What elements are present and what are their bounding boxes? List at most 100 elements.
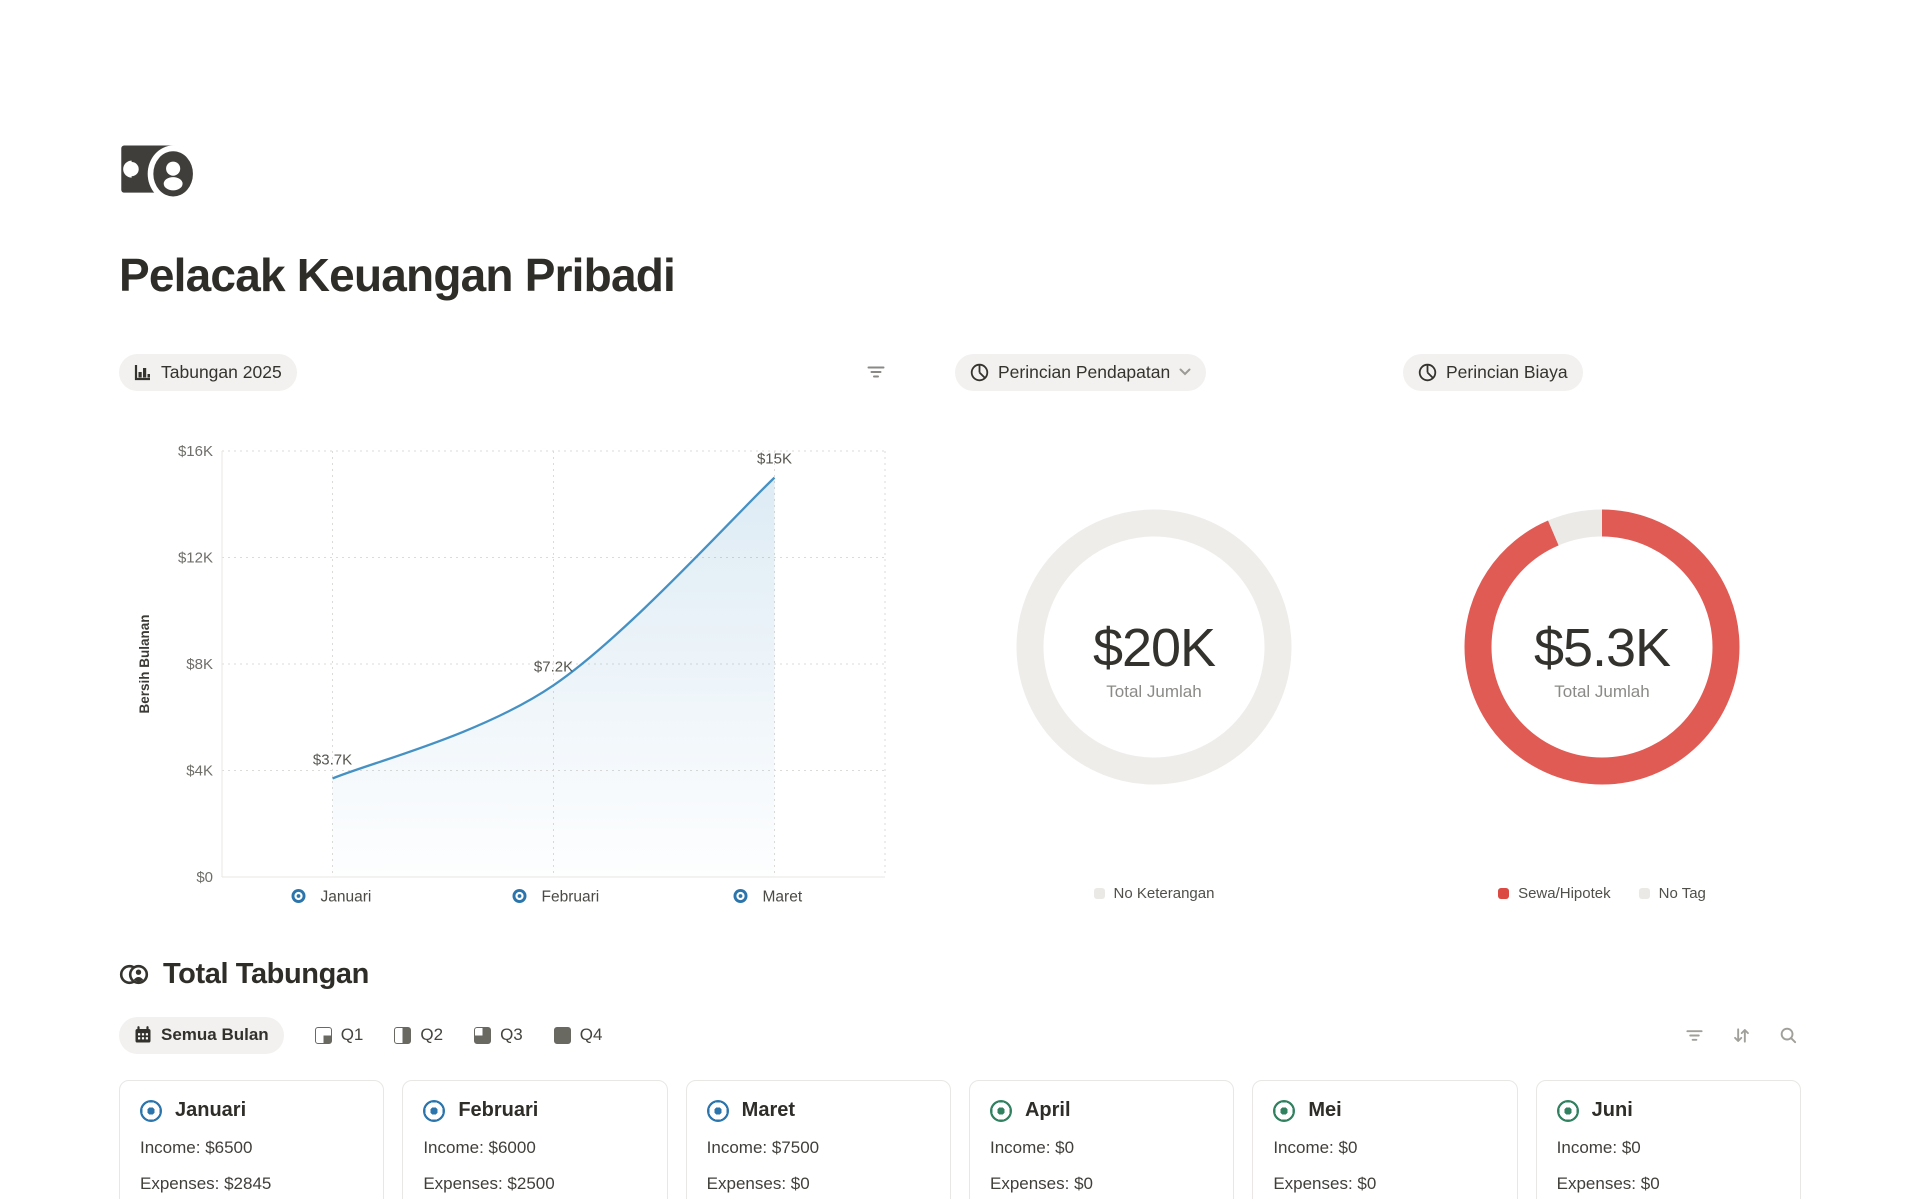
tabs-row: Semua Bulan Q1 Q2 Q3 Q4 (119, 1016, 1801, 1054)
pie-chart-icon (1418, 363, 1437, 381)
quarter-2-icon (394, 1026, 412, 1044)
card-header: Mei (1273, 1099, 1496, 1122)
list-toolbar (1681, 1022, 1801, 1048)
svg-text:$7.2K: $7.2K (534, 658, 573, 675)
month-donut-icon (989, 1099, 1012, 1122)
bar-chart-icon (134, 365, 150, 381)
svg-text:$0: $0 (196, 869, 213, 886)
legend-label: No Tag (1658, 885, 1706, 902)
legend-item: No Keterangan (1093, 885, 1215, 902)
svg-text:Februari: Februari (542, 889, 600, 906)
chart-title-chip-biaya[interactable]: Perincian Biaya (1403, 353, 1583, 391)
sort-icon[interactable] (1728, 1022, 1754, 1048)
tab-q4[interactable]: Q4 (553, 1025, 603, 1045)
banknote-portrait-icon[interactable] (119, 138, 199, 204)
legend-label: No Keterangan (1113, 885, 1215, 902)
card-income: Income: $0 (1556, 1138, 1641, 1157)
card-expenses: Expenses: $2845 (140, 1174, 272, 1193)
month-cards-row: Januari Income: $6500 Expenses: $2845 Febru… (119, 1080, 1801, 1199)
chart-title-label: Tabungan 2025 (161, 361, 282, 382)
card-header: Maret (706, 1099, 930, 1122)
chevron-down-icon (1179, 368, 1191, 376)
chart-title-label: Perincian Biaya (1446, 361, 1568, 382)
svg-text:$16K: $16K (178, 443, 213, 460)
income-donut-widget: Perincian Pendapatan $20K Total Jumlah No… (955, 353, 1353, 915)
card-header: Januari (140, 1099, 363, 1122)
svg-text:$8K: $8K (186, 656, 213, 673)
card-header: April (989, 1099, 1213, 1122)
card-expenses: Expenses: $0 (989, 1174, 1093, 1193)
filter-icon[interactable] (1681, 1022, 1707, 1048)
legend-swatch (1498, 888, 1510, 899)
card-expenses: Expenses: $0 (1556, 1174, 1660, 1193)
tab-q2[interactable]: Q2 (394, 1025, 443, 1045)
card-income: Income: $7500 (706, 1138, 820, 1157)
legend-label: Sewa/Hipotek (1518, 885, 1611, 902)
month-card-januari[interactable]: Januari Income: $6500 Expenses: $2845 (119, 1080, 385, 1199)
expenses-donut-chart: $5.3K Total Jumlah (1464, 509, 1740, 785)
tab-label: Q4 (579, 1025, 603, 1044)
tab-label: Q3 (500, 1025, 523, 1044)
tab-q1[interactable]: Q1 (314, 1025, 364, 1045)
svg-text:Januari: Januari (321, 889, 372, 906)
card-title: April (1024, 1099, 1071, 1121)
svg-text:Total Jumlah: Total Jumlah (1106, 682, 1201, 701)
month-card-juni[interactable]: Juni Income: $0 Expenses: $0 (1535, 1080, 1801, 1199)
quarter-3-icon (474, 1026, 492, 1044)
month-donut-icon (423, 1099, 446, 1122)
svg-text:Bersih Bulanan: Bersih Bulanan (137, 614, 152, 713)
expenses-donut-header: Perincian Biaya (1403, 353, 1801, 391)
filter-icon[interactable] (863, 359, 889, 385)
month-card-februari[interactable]: Februari Income: $6000 Expenses: $2500 (402, 1080, 668, 1199)
month-donut-icon (706, 1099, 729, 1122)
card-expenses: Expenses: $0 (1273, 1174, 1377, 1193)
income-donut-header: Perincian Pendapatan (955, 353, 1353, 391)
legend-swatch (1638, 888, 1650, 899)
coins-icon (119, 964, 149, 985)
svg-text:$4K: $4K (186, 763, 213, 780)
month-donut-icon (1556, 1099, 1579, 1122)
savings-line-chart: $0 $4K $8K $12K $16K Bersih Bulanan $3.7K $7.2K… (137, 443, 886, 906)
savings-chart-header: Tabungan 2025 (119, 353, 889, 391)
search-icon[interactable] (1775, 1022, 1801, 1048)
expenses-donut-legend: Sewa/Hipotek No Tag (1403, 885, 1801, 902)
quarter-1-icon (314, 1026, 332, 1044)
svg-text:$5.3K: $5.3K (1534, 618, 1671, 678)
svg-text:$12K: $12K (178, 550, 213, 567)
tab-label: Q1 (340, 1025, 364, 1044)
chart-title-chip-tabungan[interactable]: Tabungan 2025 (119, 353, 297, 391)
total-tabungan-heading: Total Tabungan (119, 958, 1801, 991)
month-filter-tabs: Semua Bulan Q1 Q2 Q3 Q4 (119, 1016, 603, 1054)
tab-label: Semua Bulan (161, 1025, 269, 1044)
card-income: Income: $6000 (423, 1138, 536, 1157)
legend-item: Sewa/Hipotek (1498, 885, 1611, 902)
month-card-maret[interactable]: Maret Income: $7500 Expenses: $0 (685, 1080, 951, 1199)
month-donut-icon (1273, 1099, 1296, 1122)
card-expenses: Expenses: $2500 (423, 1174, 555, 1193)
chart-title-chip-pendapatan[interactable]: Perincian Pendapatan (955, 353, 1207, 391)
savings-chart-widget: Tabungan 2025 $0 $4K $8K $12K $16K Bersih Bul… (119, 353, 889, 915)
income-donut-legend: No Keterangan (955, 885, 1353, 902)
svg-text:$15K: $15K (757, 451, 792, 468)
income-donut-chart: $20K Total Jumlah (1016, 509, 1292, 785)
card-income: Income: $0 (989, 1138, 1075, 1157)
legend-item: No Tag (1638, 885, 1706, 902)
card-title: Juni (1591, 1099, 1633, 1121)
svg-text:Total Jumlah: Total Jumlah (1554, 682, 1649, 701)
page-container: Pelacak Keuangan Pribadi Tabungan 2025 (119, 0, 1801, 1199)
card-income: Income: $0 (1273, 1138, 1358, 1157)
month-card-mei[interactable]: Mei Income: $0 Expenses: $0 (1252, 1080, 1518, 1199)
month-card-april[interactable]: April Income: $0 Expenses: $0 (968, 1080, 1235, 1199)
card-title: Maret (741, 1099, 796, 1121)
calendar-icon (135, 1026, 151, 1043)
page-title: Pelacak Keuangan Pribadi (119, 249, 676, 301)
svg-text:Maret: Maret (763, 889, 803, 906)
quarter-4-icon (553, 1026, 571, 1044)
tab-q3[interactable]: Q3 (474, 1025, 523, 1045)
chart-title-label: Perincian Pendapatan (998, 361, 1171, 382)
svg-text:$3.7K: $3.7K (313, 751, 352, 768)
card-title: Januari (175, 1099, 247, 1121)
tab-label: Q2 (420, 1025, 444, 1044)
card-header: Juni (1556, 1099, 1780, 1122)
tab-semua-bulan[interactable]: Semua Bulan (119, 1016, 284, 1054)
